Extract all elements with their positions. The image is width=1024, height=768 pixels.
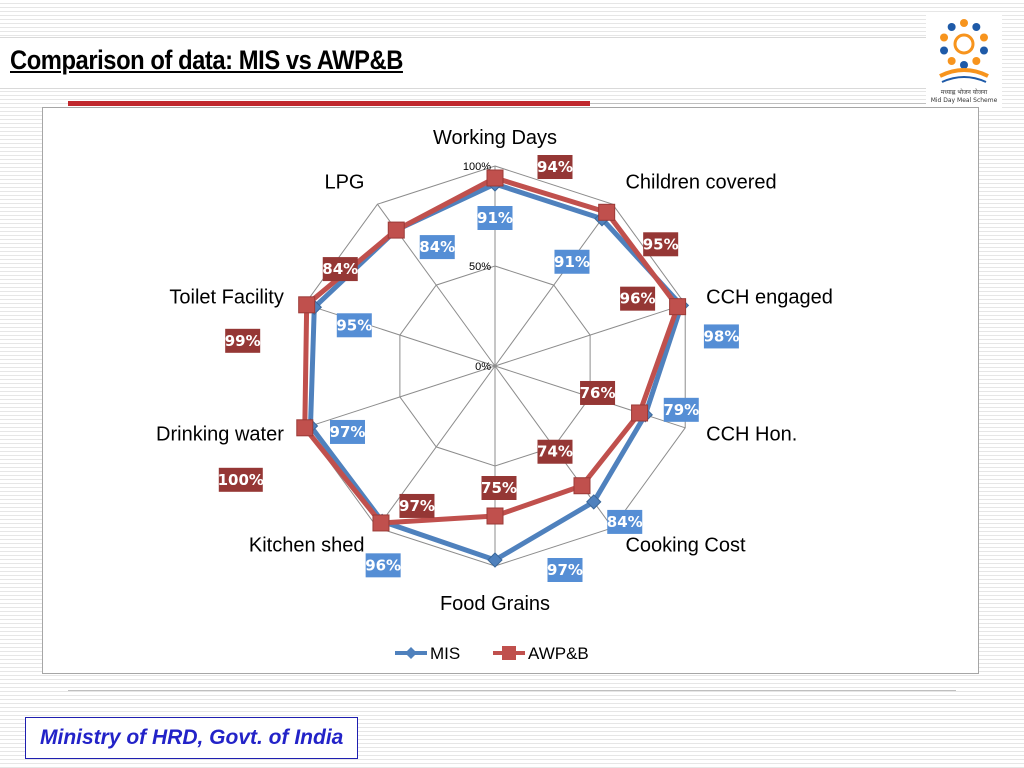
data-label: 75% bbox=[481, 479, 517, 497]
page-title: Comparison of data: MIS vs AWP&B bbox=[10, 45, 403, 75]
title-band bbox=[0, 37, 930, 89]
data-label: 97% bbox=[547, 561, 583, 579]
category-label: Working Days bbox=[433, 127, 557, 149]
radar-spoke bbox=[304, 303, 496, 367]
logo-figure-icon bbox=[947, 23, 956, 32]
data-label-bg bbox=[703, 324, 739, 349]
data-label-bg bbox=[419, 235, 455, 260]
logo-caption-hindi: मध्याह्न भोजन योजना bbox=[940, 89, 988, 96]
logo-figure-icon bbox=[960, 61, 968, 69]
data-label-bg bbox=[322, 257, 358, 282]
data-label: 95% bbox=[643, 235, 679, 253]
logo-figure-icon bbox=[979, 33, 988, 42]
footer-divider bbox=[68, 690, 956, 691]
awpb-data-point bbox=[296, 419, 314, 437]
logo-figure-icon bbox=[940, 33, 949, 42]
data-label-bg bbox=[336, 313, 372, 338]
data-label-bg bbox=[481, 476, 517, 500]
mid-day-meal-logo: मध्याह्न भोजन योजना Mid Day Meal Scheme bbox=[926, 14, 1002, 108]
logo-figure-icon bbox=[972, 23, 981, 32]
awpb-data-point bbox=[669, 298, 687, 316]
data-label: 99% bbox=[225, 332, 261, 350]
data-label-bg bbox=[663, 397, 699, 422]
chart-area: 0% 50% 100% Working Days Children covered CCH… bbox=[42, 107, 979, 674]
data-label: 98% bbox=[703, 327, 739, 345]
data-label: 84% bbox=[322, 260, 358, 278]
data-label: 100% bbox=[218, 471, 264, 489]
category-label: Children covered bbox=[625, 171, 776, 193]
data-label: 96% bbox=[620, 290, 656, 308]
data-label: 97% bbox=[399, 497, 435, 515]
awpb-data-point bbox=[631, 404, 649, 422]
data-label-bg bbox=[225, 328, 261, 353]
mis-data-point bbox=[586, 494, 602, 510]
data-label: 84% bbox=[419, 238, 455, 256]
footer-banner: Ministry of HRD, Govt. of India bbox=[25, 717, 359, 759]
data-label-bg bbox=[620, 286, 656, 311]
data-label: 84% bbox=[607, 513, 643, 531]
legend-awpb-marker bbox=[502, 646, 516, 660]
axis-tick-label: 50% bbox=[469, 261, 491, 273]
title-accent-rule bbox=[68, 101, 590, 106]
radar-spoke bbox=[494, 203, 613, 367]
awpb-data-point bbox=[486, 507, 504, 525]
logo-figure-icon bbox=[972, 56, 981, 65]
logo-figure-icon bbox=[979, 46, 988, 55]
awpb-data-point bbox=[372, 514, 390, 532]
data-label-bg bbox=[547, 558, 583, 582]
axis-tick-label: 0% bbox=[475, 361, 491, 373]
logo-figure-icon bbox=[940, 46, 949, 55]
data-label: 94% bbox=[537, 158, 573, 176]
data-label: 74% bbox=[537, 443, 573, 461]
legend-awpb-label: AWP&B bbox=[528, 644, 589, 663]
data-label-bg bbox=[477, 206, 513, 230]
data-label-bg bbox=[399, 493, 435, 518]
data-label: 96% bbox=[365, 556, 401, 574]
data-label: 95% bbox=[336, 316, 372, 334]
data-label-bg bbox=[554, 249, 590, 274]
data-label: 79% bbox=[663, 401, 699, 419]
category-label: Kitchen shed bbox=[249, 535, 365, 557]
legend-mis-label: MIS bbox=[430, 644, 460, 663]
data-label: 91% bbox=[554, 253, 590, 271]
mis-data-point bbox=[487, 552, 503, 568]
title-divider bbox=[590, 103, 930, 104]
radar-chart: 0% 50% 100% Working Days Children covered CCH… bbox=[156, 127, 833, 663]
legend-mis-marker bbox=[405, 647, 417, 659]
logo-figure-icon bbox=[960, 19, 968, 27]
data-label-bg bbox=[537, 155, 573, 179]
awpb-data-point bbox=[298, 296, 316, 314]
data-label-bg bbox=[329, 419, 365, 444]
awpb-data-point bbox=[387, 221, 405, 239]
logo-figure-icon bbox=[947, 56, 956, 65]
category-label: Drinking water bbox=[156, 424, 284, 446]
data-label-bg bbox=[218, 467, 263, 492]
awpb-data-point bbox=[486, 169, 504, 187]
data-label: 76% bbox=[580, 384, 616, 402]
category-label: CCH Hon. bbox=[706, 424, 797, 446]
data-label-bg bbox=[537, 439, 573, 464]
category-label: CCH engaged bbox=[706, 286, 833, 308]
category-label: Food Grains bbox=[440, 593, 550, 615]
axis-tick-label: 100% bbox=[463, 161, 491, 173]
data-label-bg bbox=[607, 509, 643, 534]
radar-spoke bbox=[494, 303, 686, 367]
category-label: Cooking Cost bbox=[625, 535, 746, 557]
awpb-data-point bbox=[573, 477, 591, 495]
radar-spoke bbox=[304, 365, 496, 429]
data-label-bg bbox=[580, 380, 616, 405]
awpb-data-point bbox=[598, 203, 616, 221]
data-label-bg bbox=[643, 232, 679, 257]
data-label-bg bbox=[365, 553, 401, 578]
logo-caption-english: Mid Day Meal Scheme bbox=[930, 97, 998, 104]
category-label: Toilet Facility bbox=[169, 286, 283, 308]
radar-spoke bbox=[377, 365, 496, 529]
data-label: 97% bbox=[330, 423, 366, 441]
logo-emblem-icon bbox=[939, 19, 989, 83]
data-label: 91% bbox=[477, 209, 513, 227]
footer-text: Ministry of HRD, Govt. of India bbox=[40, 726, 344, 749]
category-label: LPG bbox=[324, 171, 364, 193]
